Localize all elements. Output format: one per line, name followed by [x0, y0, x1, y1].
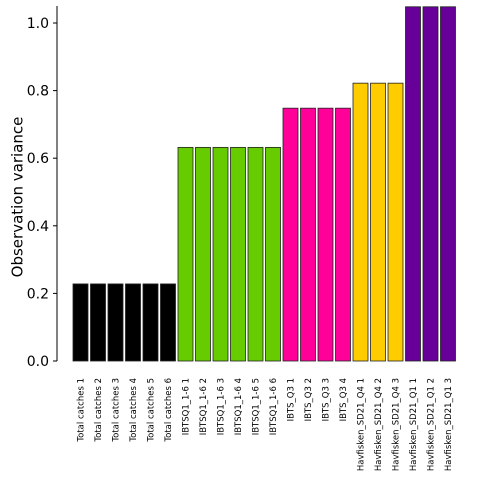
bar — [440, 6, 456, 362]
bar — [142, 283, 159, 362]
x-tick-label: Total catches 6 — [164, 378, 174, 443]
x-tick-label: Havfisken_SD21_Q4 1 — [357, 378, 367, 471]
bar — [265, 146, 281, 362]
x-tick-label: IBTSQ1_1-6 2 — [199, 378, 209, 435]
y-axis: 0.0 0.2 0.4 0.6 0.8 1.0 — [27, 6, 58, 370]
bar — [335, 107, 351, 362]
bar — [282, 107, 299, 362]
bar — [107, 283, 124, 362]
bar — [230, 146, 246, 362]
x-tick-label: IBTS_Q3 3 — [322, 378, 332, 421]
y-tick-label: 0.2 — [27, 286, 49, 302]
x-tick-label: Havfisken_SD21_Q1 3 — [444, 378, 454, 471]
bar — [177, 146, 194, 362]
x-tick-label: IBTSQ1_1-6 5 — [252, 378, 262, 435]
y-tick-label: 0.6 — [27, 151, 49, 167]
y-tick-label: 0.4 — [27, 219, 49, 235]
x-tick-label: Total catches 1 — [77, 378, 87, 443]
x-tick-label: IBTSQ1_1-6 1 — [182, 378, 192, 435]
bar — [195, 146, 211, 362]
x-tick-label: Havfisken_SD21_Q1 2 — [427, 378, 437, 471]
bar — [387, 82, 404, 362]
x-tick-label: IBTSQ1_1-6 4 — [234, 378, 244, 435]
y-tick-label: 1.0 — [27, 16, 49, 32]
x-tick-label: Total catches 2 — [94, 378, 104, 443]
x-tick-label: Total catches 3 — [112, 378, 122, 443]
bar — [247, 146, 264, 362]
bar — [72, 283, 89, 362]
y-tick-label: 0.8 — [27, 84, 49, 100]
x-tick-label: IBTS_Q3 2 — [304, 378, 314, 421]
bar — [300, 107, 316, 362]
bar — [160, 283, 176, 362]
bar — [422, 6, 439, 362]
bar — [317, 107, 334, 362]
x-tick-label: IBTSQ1_1-6 6 — [269, 378, 279, 435]
bar — [212, 146, 229, 362]
x-tick-label: Havfisken_SD21_Q4 3 — [392, 378, 402, 471]
bar — [125, 283, 141, 362]
x-tick-label: Total catches 5 — [147, 378, 157, 443]
y-axis-title: Observation variance — [9, 117, 27, 278]
bar — [370, 82, 386, 362]
bar — [405, 6, 421, 362]
x-tick-label: IBTS_Q3 4 — [339, 378, 349, 421]
bar — [352, 82, 369, 362]
bar — [90, 283, 106, 362]
bars-group — [72, 6, 456, 362]
x-axis-labels: Total catches 1 Total catches 2 Total catc… — [77, 378, 455, 471]
x-tick-label: IBTSQ1_1-6 3 — [217, 378, 227, 435]
y-tick-label: 0.0 — [27, 354, 49, 370]
x-tick-label: IBTS_Q3 1 — [287, 378, 297, 421]
x-tick-label: Havfisken_SD21_Q4 2 — [374, 378, 384, 471]
x-tick-label: Total catches 4 — [129, 378, 139, 443]
x-tick-label: Havfisken_SD21_Q1 1 — [409, 378, 419, 471]
